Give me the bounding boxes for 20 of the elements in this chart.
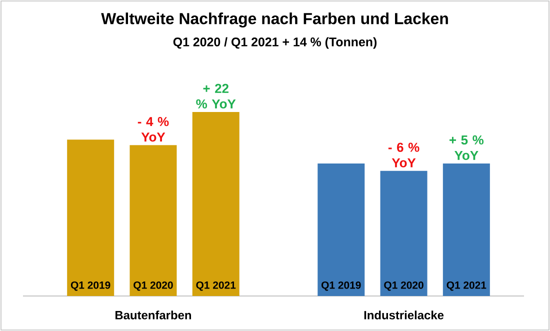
chart-title: Weltweite Nachfrage nach Farben und Lacken	[101, 12, 448, 28]
bar	[67, 140, 114, 296]
series-label: Bautenfarben	[115, 310, 192, 320]
chart-subtitle: Q1 2020 / Q1 2021 + 14 % (Tonnen)	[173, 37, 377, 49]
bar	[192, 112, 240, 296]
x-tick-label: Q1 2020	[384, 281, 424, 291]
annotation: + 5 % YoY	[450, 135, 484, 160]
x-tick-label: Q1 2020	[134, 281, 173, 291]
annotation: - 4 % YoY	[138, 117, 169, 142]
annotation: - 6 % YoY	[388, 142, 420, 168]
bar	[130, 145, 177, 296]
bar	[318, 164, 365, 296]
x-tick-label: Q1 2019	[322, 281, 361, 291]
series-label: Industrielacke	[364, 310, 444, 320]
bar	[442, 164, 490, 296]
x-tick-label: Q1 2021	[196, 281, 236, 291]
text: + 22 % YoY	[196, 84, 236, 108]
bar	[380, 170, 428, 296]
x-tick-label: Q1 2019	[70, 281, 110, 291]
x-tick-label: Q1 2021	[446, 281, 486, 291]
